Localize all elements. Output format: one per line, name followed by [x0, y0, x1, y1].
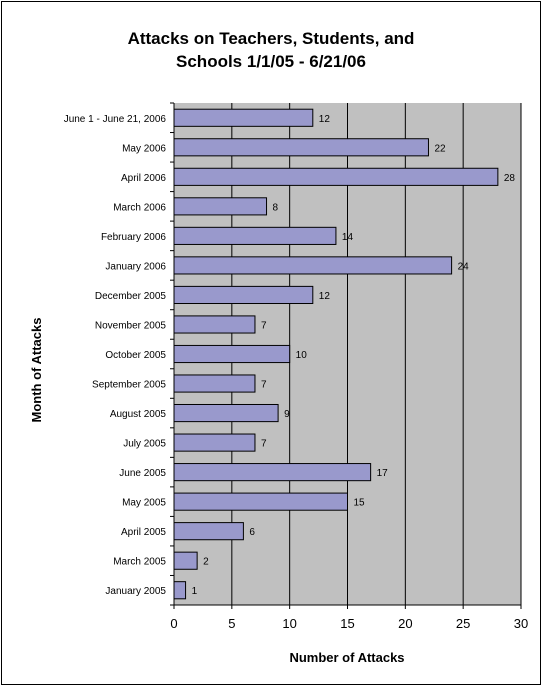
data-label: 12: [319, 114, 331, 125]
x-tick-label: 0: [170, 616, 177, 631]
category-label: April 2006: [121, 173, 166, 184]
category-label: October 2005: [105, 350, 166, 361]
x-axis-title: Number of Attacks: [289, 650, 404, 665]
bar: [173, 256, 453, 275]
data-label: 10: [296, 350, 308, 361]
category-label: June 2005: [119, 468, 166, 479]
bar: [173, 167, 499, 186]
data-label: 7: [261, 380, 267, 391]
bar: [173, 285, 314, 305]
x-tick-label: 20: [398, 616, 412, 631]
category-label: March 2006: [113, 202, 166, 213]
bar: [173, 344, 291, 364]
bar: [173, 108, 314, 127]
bar: [173, 374, 256, 393]
bar: [173, 581, 187, 600]
data-label: 12: [319, 291, 331, 302]
bar: [173, 403, 279, 423]
chart-title-line-2: Schools 1/1/05 - 6/21/06: [176, 52, 366, 71]
data-label: 14: [342, 232, 354, 243]
data-label: 15: [354, 498, 366, 509]
bar: [173, 197, 268, 216]
x-tick-label: 5: [228, 616, 235, 631]
data-label: 7: [261, 320, 267, 331]
bar: [173, 226, 337, 245]
category-label: July 2005: [123, 439, 166, 450]
bar: [173, 138, 429, 157]
bar: [173, 433, 256, 452]
bar: [173, 551, 198, 570]
x-tick-label: 10: [282, 616, 296, 631]
category-label: June 1 - June 21, 2006: [64, 114, 167, 125]
category-label: May 2005: [122, 498, 166, 509]
category-label: September 2005: [92, 380, 166, 391]
category-label: August 2005: [110, 409, 167, 420]
bar: [173, 492, 348, 511]
x-tick-label: 30: [514, 616, 528, 631]
data-label: 2: [203, 557, 209, 568]
bar: [173, 463, 372, 482]
category-label: March 2005: [113, 557, 166, 568]
data-label: 28: [504, 173, 516, 184]
data-label: 9: [284, 409, 290, 420]
data-label: 8: [273, 202, 279, 213]
category-label: November 2005: [95, 320, 167, 331]
data-label: 7: [261, 439, 267, 450]
category-label: January 2005: [105, 586, 166, 597]
x-tick-label: 25: [456, 616, 470, 631]
category-label: May 2006: [122, 143, 166, 154]
category-label: February 2006: [101, 232, 166, 243]
x-tick-label: 15: [340, 616, 354, 631]
category-label: April 2005: [121, 527, 166, 538]
bar: [173, 315, 256, 334]
bar: [173, 522, 244, 541]
data-label: 17: [377, 468, 389, 479]
chart-title-line-1: Attacks on Teachers, Students, and: [128, 29, 415, 48]
data-label: 1: [192, 586, 198, 597]
y-axis-title: Month of Attacks: [29, 318, 44, 423]
category-label: January 2006: [105, 261, 166, 272]
data-label: 6: [249, 527, 255, 538]
data-label: 22: [434, 143, 446, 154]
axes: 0 5 10 15 20 25 30: [170, 102, 528, 631]
category-label: December 2005: [95, 291, 167, 302]
data-label: 24: [458, 261, 470, 272]
